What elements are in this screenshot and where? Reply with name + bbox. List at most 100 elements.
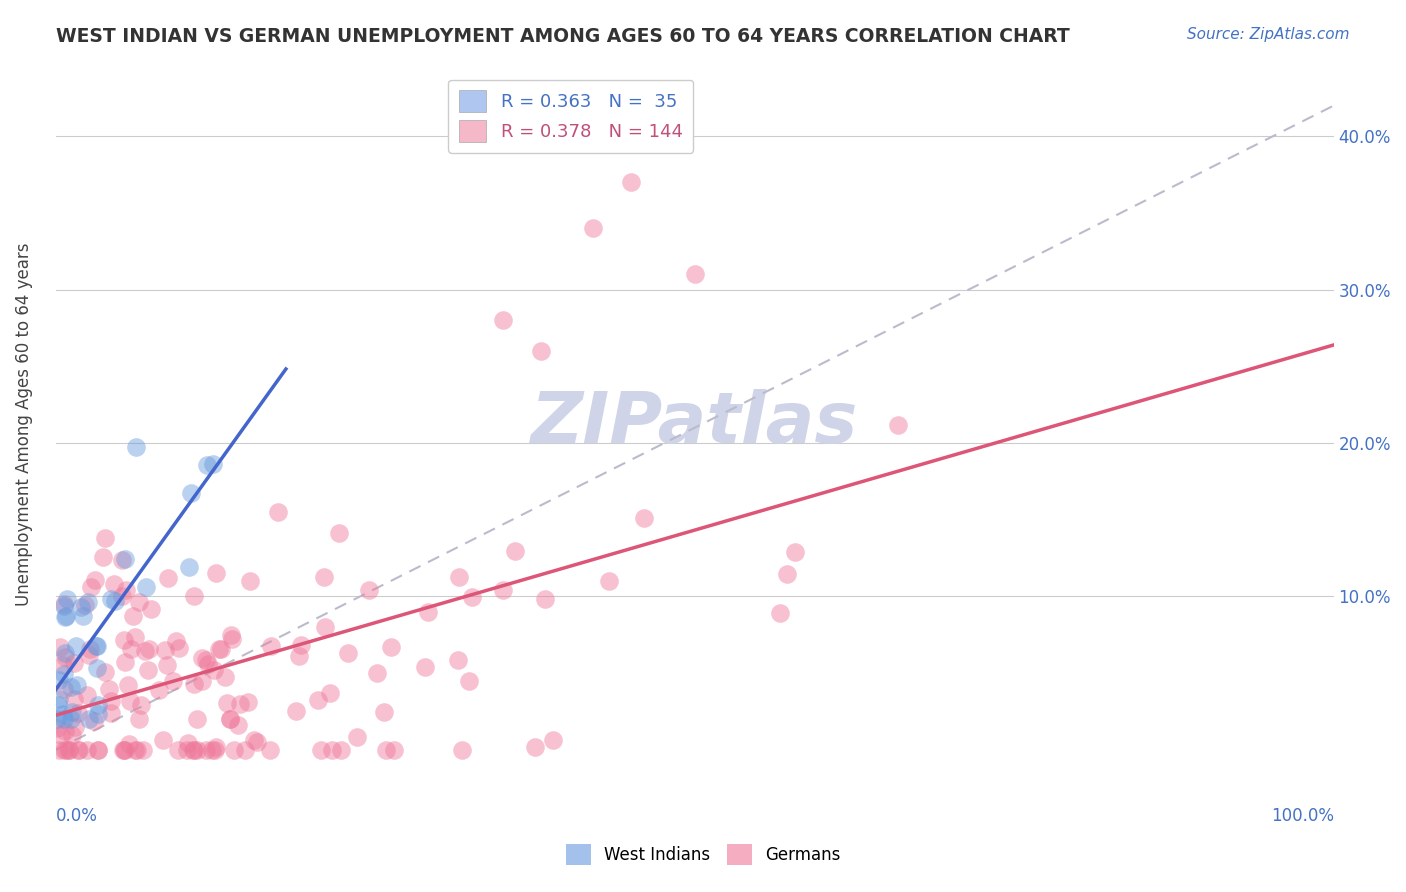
Point bbox=[48, 673, 70, 687]
Point bbox=[53, 682, 76, 697]
Point bbox=[63, 656, 86, 670]
Point bbox=[100, 694, 122, 708]
Point bbox=[285, 704, 308, 718]
Point bbox=[329, 743, 352, 757]
Point bbox=[118, 737, 141, 751]
Point bbox=[55, 743, 77, 757]
Point bbox=[53, 610, 76, 624]
Point bbox=[312, 570, 335, 584]
Point bbox=[94, 531, 117, 545]
Point bbox=[45, 712, 67, 726]
Point bbox=[128, 595, 150, 609]
Y-axis label: Unemployment Among Ages 60 to 64 years: Unemployment Among Ages 60 to 64 years bbox=[15, 242, 32, 606]
Point bbox=[319, 686, 342, 700]
Point bbox=[62, 692, 84, 706]
Point bbox=[224, 743, 246, 757]
Point bbox=[152, 733, 174, 747]
Point bbox=[75, 598, 97, 612]
Point bbox=[60, 728, 83, 742]
Point bbox=[183, 743, 205, 757]
Point bbox=[165, 634, 187, 648]
Point bbox=[141, 601, 163, 615]
Point bbox=[201, 743, 224, 757]
Point bbox=[138, 641, 160, 656]
Point bbox=[314, 620, 336, 634]
Point bbox=[209, 642, 232, 657]
Point bbox=[104, 594, 127, 608]
Point bbox=[321, 743, 343, 757]
Point bbox=[243, 733, 266, 747]
Point bbox=[55, 591, 77, 606]
Point bbox=[127, 743, 149, 757]
Point bbox=[380, 640, 402, 654]
Point bbox=[208, 642, 231, 657]
Point bbox=[543, 733, 565, 747]
Point bbox=[114, 633, 136, 648]
Point bbox=[309, 743, 332, 757]
Point bbox=[581, 221, 603, 235]
Point bbox=[457, 674, 479, 689]
Point bbox=[111, 589, 134, 603]
Point bbox=[366, 666, 388, 681]
Point bbox=[176, 743, 198, 757]
Point bbox=[125, 440, 148, 454]
Point bbox=[214, 670, 236, 684]
Point bbox=[534, 591, 557, 606]
Point bbox=[124, 630, 146, 644]
Point bbox=[103, 577, 125, 591]
Point bbox=[202, 664, 225, 678]
Point bbox=[191, 673, 214, 688]
Point bbox=[492, 313, 515, 327]
Point bbox=[449, 570, 471, 584]
Point bbox=[52, 658, 75, 673]
Point bbox=[156, 658, 179, 673]
Point bbox=[87, 698, 110, 712]
Point bbox=[48, 692, 70, 706]
Point bbox=[58, 743, 80, 757]
Point bbox=[336, 646, 359, 660]
Point bbox=[215, 696, 238, 710]
Point bbox=[76, 688, 98, 702]
Point bbox=[620, 175, 643, 189]
Point bbox=[111, 553, 134, 567]
Point bbox=[169, 640, 191, 655]
Point bbox=[55, 608, 77, 623]
Point bbox=[114, 583, 136, 598]
Text: Source: ZipAtlas.com: Source: ZipAtlas.com bbox=[1187, 27, 1350, 42]
Point bbox=[183, 743, 205, 757]
Point bbox=[49, 640, 72, 654]
Point bbox=[60, 712, 83, 726]
Point bbox=[66, 678, 89, 692]
Point bbox=[530, 344, 553, 359]
Point bbox=[100, 592, 122, 607]
Point bbox=[63, 720, 86, 734]
Point bbox=[124, 743, 146, 757]
Point bbox=[219, 628, 242, 642]
Point bbox=[52, 712, 75, 726]
Point bbox=[148, 683, 170, 698]
Point bbox=[186, 743, 208, 757]
Point bbox=[162, 674, 184, 689]
Point bbox=[53, 646, 76, 660]
Point bbox=[447, 653, 470, 667]
Point bbox=[523, 739, 546, 754]
Point bbox=[87, 743, 110, 757]
Legend: West Indians, Germans: West Indians, Germans bbox=[555, 834, 851, 875]
Point bbox=[156, 571, 179, 585]
Point bbox=[219, 712, 242, 726]
Point bbox=[266, 505, 288, 519]
Point bbox=[201, 457, 224, 471]
Point bbox=[112, 743, 135, 757]
Point bbox=[93, 665, 115, 679]
Text: WEST INDIAN VS GERMAN UNEMPLOYMENT AMONG AGES 60 TO 64 YEARS CORRELATION CHART: WEST INDIAN VS GERMAN UNEMPLOYMENT AMONG… bbox=[56, 27, 1070, 45]
Point bbox=[288, 649, 311, 664]
Point bbox=[183, 677, 205, 691]
Point bbox=[226, 717, 249, 731]
Point bbox=[135, 580, 157, 594]
Point bbox=[598, 574, 620, 589]
Point bbox=[204, 566, 226, 580]
Point bbox=[52, 598, 75, 612]
Point bbox=[238, 695, 260, 709]
Point bbox=[70, 600, 93, 615]
Point bbox=[195, 458, 218, 472]
